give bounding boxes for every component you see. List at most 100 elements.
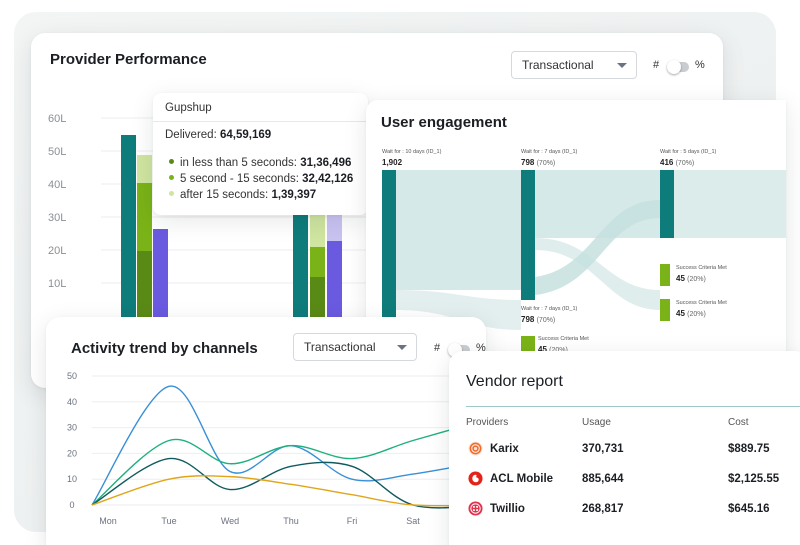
x-tick-label: Wed — [221, 516, 239, 526]
sankey-node[interactable] — [660, 264, 670, 286]
sankey-node[interactable] — [660, 299, 670, 321]
x-tick-label: Sat — [406, 516, 420, 526]
y-tick-label: 40L — [48, 179, 66, 191]
count-symbol: # — [653, 59, 660, 71]
channel-type-select-value: Transactional — [522, 58, 594, 72]
tooltip-delivered-label: Delivered: — [165, 129, 217, 141]
y-tick-label: 10 — [67, 474, 77, 484]
count-percent-toggle[interactable] — [667, 60, 689, 74]
legend-dot — [169, 175, 174, 180]
percent-symbol: % — [476, 342, 486, 354]
chevron-down-icon — [397, 345, 407, 350]
tooltip-row-value: 1,39,397 — [271, 189, 317, 201]
channel-type-select[interactable]: Transactional — [511, 51, 637, 79]
activity-channel-select-value: Transactional — [304, 340, 376, 354]
provider-performance-title: Provider Performance — [50, 51, 207, 68]
sankey-flow — [535, 238, 660, 310]
node-value: 416 (70%) — [660, 158, 695, 167]
tooltip-divider — [153, 121, 368, 122]
usage-value: 268,817 — [582, 503, 624, 515]
column-header-usage: Usage — [582, 417, 611, 428]
table-row[interactable]: Karix 370,731 $889.75 — [466, 440, 800, 462]
toggle-knob — [667, 60, 681, 74]
legend-dot — [169, 191, 174, 196]
activity-trend-title: Activity trend by channels — [71, 340, 258, 357]
user-engagement-title: User engagement — [381, 114, 507, 131]
tooltip-row-label: in less than 5 seconds: — [180, 157, 297, 169]
node-value: 45 (20%) — [676, 274, 706, 283]
provider-tooltip: Gupshup Delivered: 64,59,169 in less tha… — [153, 93, 368, 215]
vendor-report-title: Vendor report — [466, 373, 563, 390]
tooltip-delivered: Delivered: 64,59,169 — [165, 129, 271, 141]
series-line[interactable] — [91, 475, 486, 507]
node-value: 1,902 — [382, 158, 403, 167]
karix-logo-icon — [468, 441, 483, 456]
x-tick-label: Mon — [99, 516, 117, 526]
y-tick-label: 0 — [69, 500, 74, 510]
sankey-flow — [521, 200, 660, 296]
table-row[interactable]: ACL Mobile 885,644 $2,125.55 — [466, 470, 800, 492]
activity-trend-chart: 0 10 20 30 40 50 Mon Tue Wed Thu Fri Sat — [67, 371, 486, 526]
node-value: 45 (20%) — [538, 345, 568, 354]
count-percent-toggle-group: # % — [651, 59, 711, 75]
tooltip-row-value: 32,42,126 — [302, 173, 354, 185]
y-tick-label: 40 — [67, 397, 77, 407]
node-caption: Success Criteria Met — [676, 265, 727, 271]
sankey-flow — [396, 170, 521, 290]
provider-name: ACL Mobile — [490, 473, 554, 485]
y-tick-label: 10L — [48, 278, 66, 290]
percent-symbol: % — [695, 59, 705, 71]
vendor-report-card: Vendor report Providers Usage Cost Karix… — [449, 351, 800, 545]
series-line[interactable] — [91, 385, 486, 506]
usage-value: 370,731 — [582, 443, 624, 455]
user-engagement-card: User engagement Wait for : 10 days (ID_1… — [366, 100, 786, 355]
x-tick-label: Tue — [161, 516, 176, 526]
sankey-node[interactable] — [382, 170, 396, 355]
y-tick-label: 60L — [48, 113, 66, 125]
sankey-flow — [674, 170, 786, 238]
usage-value: 885,644 — [582, 473, 624, 485]
tooltip-delivered-value: 64,59,169 — [219, 129, 272, 141]
provider-name: Karix — [490, 443, 519, 455]
table-row[interactable]: Twillio 268,817 $645.16 — [466, 500, 800, 522]
y-tick-label: 30L — [48, 212, 66, 224]
chevron-down-icon — [617, 63, 627, 68]
sankey-flow — [396, 290, 521, 330]
node-caption: Success Criteria Met — [676, 300, 727, 306]
node-value: 798 (70%) — [521, 315, 556, 324]
node-caption: Wait for : 7 days (ID_1) — [521, 149, 578, 155]
node-caption: Wait for : 7 days (ID_1) — [521, 306, 578, 312]
y-tick-label: 50 — [67, 371, 77, 381]
cost-value: $645.16 — [728, 503, 770, 515]
tooltip-row-label: after 15 seconds: — [180, 189, 269, 201]
tooltip-row: in less than 5 seconds: 31,36,496 — [169, 157, 351, 169]
node-caption: Success Criteria Met — [538, 336, 589, 342]
tooltip-row: 5 second - 15 seconds: 32,42,126 — [169, 173, 353, 185]
x-tick-label: Thu — [283, 516, 299, 526]
user-engagement-sankey — [382, 170, 786, 355]
x-tick-label: Fri — [347, 516, 358, 526]
tooltip-row-value: 31,36,496 — [300, 157, 352, 169]
sankey-node[interactable] — [521, 336, 535, 355]
twilio-logo-icon — [468, 501, 483, 516]
y-tick-label: 30 — [67, 423, 77, 433]
vendor-report-divider — [466, 406, 800, 407]
tooltip-row-label: 5 second - 15 seconds: — [180, 173, 299, 185]
count-symbol: # — [434, 342, 441, 354]
y-tick-label: 20L — [48, 245, 66, 257]
cost-value: $2,125.55 — [728, 473, 780, 485]
sankey-node[interactable] — [521, 170, 535, 300]
y-tick-label: 50L — [48, 146, 66, 158]
tooltip-row: after 15 seconds: 1,39,397 — [169, 189, 316, 201]
activity-channel-select[interactable]: Transactional — [293, 333, 417, 361]
node-caption: Wait for : 5 days (ID_1) — [660, 149, 717, 155]
activity-trend-card: Activity trend by channels Transactional… — [46, 317, 486, 545]
series-line[interactable] — [91, 457, 486, 509]
sankey-node[interactable] — [660, 170, 674, 238]
column-header-providers: Providers — [466, 417, 509, 428]
acl-mobile-logo-icon — [468, 471, 483, 486]
tooltip-provider-name: Gupshup — [165, 102, 212, 114]
column-header-cost: Cost — [728, 417, 749, 428]
series-line[interactable] — [91, 419, 486, 506]
cost-value: $889.75 — [728, 443, 770, 455]
